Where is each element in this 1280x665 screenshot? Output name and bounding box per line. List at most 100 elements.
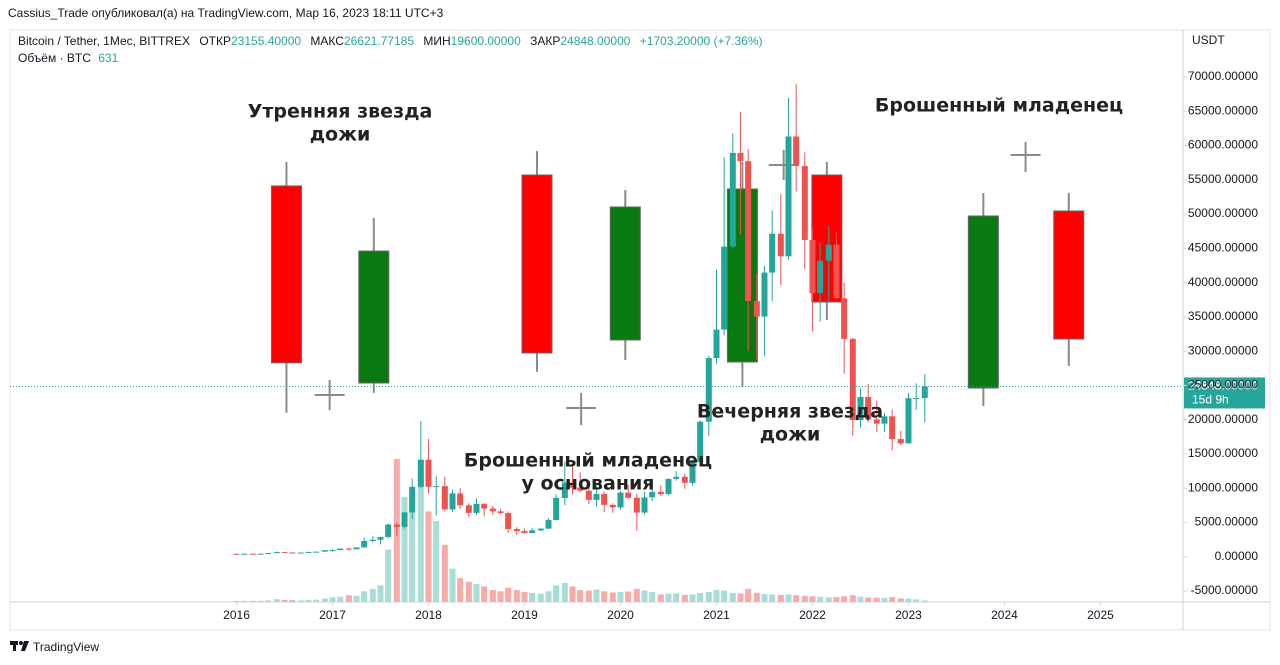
volume-label: Объём · BTC: [18, 51, 91, 65]
candle-body: [489, 508, 496, 512]
candle-body: [561, 482, 568, 498]
volume-bar: [377, 585, 384, 602]
candle-body: [505, 513, 512, 530]
y-tick-label: 30000.00000: [1188, 343, 1258, 357]
candle-body: [393, 524, 400, 527]
volume-bar: [369, 588, 376, 602]
volume-bar: [265, 600, 272, 602]
candle-body: [825, 244, 832, 261]
candle-body: [609, 504, 616, 508]
volume-value: 631: [98, 51, 118, 65]
candle-body: [457, 493, 464, 506]
volume-bar: [889, 597, 896, 602]
volume-bar: [353, 595, 360, 602]
pattern-candle: [521, 174, 553, 354]
currency: USDT: [1192, 33, 1225, 47]
volume-bar: [473, 584, 480, 602]
brand: TradingView: [33, 640, 99, 654]
open-label: ОТКР: [199, 34, 231, 48]
candle-body: [305, 551, 312, 553]
volume-bar: [401, 497, 408, 602]
chart-frame: [9, 29, 1271, 631]
candle-body: [353, 547, 360, 550]
candle-body: [385, 524, 392, 538]
volume-bar: [297, 600, 304, 602]
volume-bar: [561, 582, 568, 602]
volume-bar: [593, 589, 600, 602]
candle-body: [697, 421, 704, 463]
pattern-layer: [270, 141, 1085, 426]
volume-bar: [257, 600, 264, 602]
volume-bar: [641, 590, 648, 602]
candle-body: [681, 476, 688, 483]
candle-body: [809, 239, 816, 294]
volume-bar: [713, 590, 720, 602]
volume-legend: Объём · BTC 631: [18, 51, 119, 65]
candle-body: [289, 552, 296, 554]
candle-body: [401, 512, 408, 527]
pattern-label: Брошенный младенец: [464, 450, 712, 472]
x-tick-label: 2025: [1087, 608, 1114, 622]
volume-bar: [809, 596, 816, 602]
candle-body: [649, 491, 656, 498]
volume-bar: [505, 587, 512, 602]
candle-body: [625, 492, 632, 498]
candle-body: [641, 497, 648, 513]
volume-bar: [729, 592, 736, 602]
candle-body: [529, 530, 536, 534]
pattern-label: Утренняя звезда: [248, 101, 433, 123]
candle-body: [673, 476, 680, 479]
x-tick-label: 2018: [415, 608, 442, 622]
last-price-label: 24848.00000: [1188, 379, 1258, 393]
x-tick-label: 2023: [895, 608, 922, 622]
x-tick-label: 2021: [703, 608, 730, 622]
volume-bar: [449, 568, 456, 602]
candle-body: [449, 493, 456, 510]
volume-bar: [769, 594, 776, 602]
legend-line: Bitcoin / Tether, 1Мес, BITTREX ОТКР2315…: [18, 34, 763, 48]
candle-body: [817, 260, 824, 294]
volume-bar: [665, 593, 672, 602]
candle-body: [329, 550, 336, 552]
y-tick-label: 50000.00000: [1188, 206, 1258, 220]
volume-bar: [625, 591, 632, 602]
candle-body: [377, 537, 384, 540]
candle-body: [889, 416, 896, 440]
volume-bar: [489, 590, 496, 602]
volume-bar: [273, 599, 280, 602]
candle-body: [873, 419, 880, 424]
y-tick-label: 25000.00000: [1188, 378, 1258, 392]
pattern-label: Брошенный младенец: [875, 95, 1123, 117]
symbol: Bitcoin / Tether, 1Мес, BITTREX: [18, 34, 190, 48]
candle-body: [369, 539, 376, 541]
volume-bar: [577, 590, 584, 602]
candle-body: [785, 136, 792, 257]
candle-body: [617, 492, 624, 508]
x-tick-label: 2017: [319, 608, 346, 622]
volume-bar: [481, 586, 488, 602]
candle-body: [721, 246, 728, 330]
volume-bar: [609, 592, 616, 602]
volume-bar: [313, 599, 320, 602]
pattern-candle: [609, 206, 641, 341]
volume-bar: [753, 592, 760, 602]
pattern-candle: [270, 185, 302, 364]
candle-body: [769, 233, 776, 273]
candle-body: [273, 552, 280, 554]
volume-bar: [585, 590, 592, 602]
volume-bar: [921, 600, 928, 602]
candle-body: [601, 494, 608, 505]
volume-bar: [873, 597, 880, 602]
volume-bar: [497, 591, 504, 602]
volume-bar: [801, 595, 808, 602]
candle-body: [801, 166, 808, 240]
volume-bar: [281, 599, 288, 602]
candle-body: [465, 505, 472, 513]
volume-bar: [249, 600, 256, 602]
y-tick-label: 0.00000: [1215, 549, 1259, 563]
volume-bar: [529, 592, 536, 602]
volume-bar: [425, 511, 432, 602]
candle-body: [849, 338, 856, 421]
volume-bar: [721, 590, 728, 602]
